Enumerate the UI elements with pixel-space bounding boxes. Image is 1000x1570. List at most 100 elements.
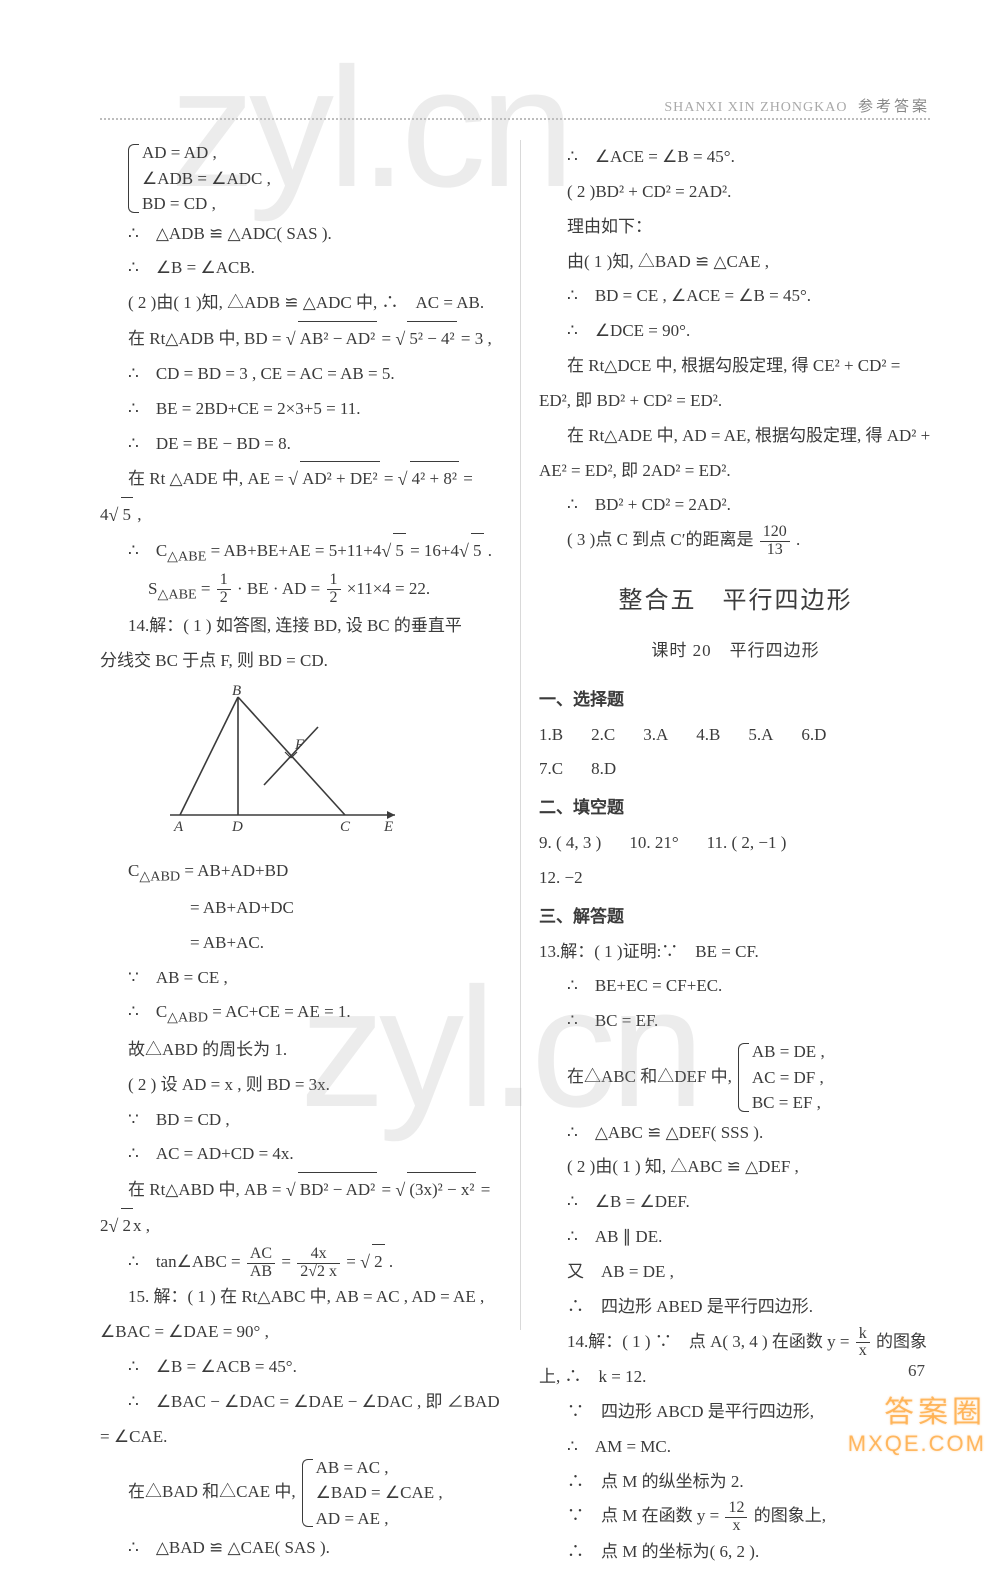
radicand: (3x)² − x² bbox=[407, 1172, 476, 1208]
txt: ( 3 )点 C 到点 C′的距离是 bbox=[567, 530, 753, 549]
txt: ∴ tan∠ABC = bbox=[128, 1252, 245, 1271]
brace-system-2: AB = AC , ∠BAD = ∠CAE , AD = AE , bbox=[302, 1455, 443, 1532]
svg-text:C: C bbox=[340, 819, 351, 835]
line: ∴ tan∠ABC = ACAB = 4x2√2 x = 2 . bbox=[100, 1244, 502, 1280]
fill-answers: 9. ( 4, 3 ) 10. 21° 11. ( 2, −1 ) bbox=[539, 826, 932, 861]
sqrt: 5 bbox=[381, 533, 406, 569]
sub: △ABE bbox=[157, 586, 196, 602]
num: 12 bbox=[725, 1500, 747, 1518]
eq: BD = CD , bbox=[142, 191, 271, 217]
sqrt: (3x)² − x² bbox=[395, 1172, 476, 1208]
txt: x , bbox=[133, 1216, 150, 1235]
radicand: 5² − 4² bbox=[407, 321, 456, 357]
line: 故△ABD 的周长为 1. bbox=[100, 1033, 502, 1068]
heading-choice: 一、选择题 bbox=[539, 683, 932, 718]
line: ∴ 点 M 的纵坐标为 2. bbox=[539, 1465, 932, 1500]
txt: = bbox=[382, 329, 396, 348]
line: ∴ ∠ACE = ∠B = 45°. bbox=[539, 140, 932, 175]
sub: △ABD bbox=[167, 1010, 208, 1026]
mc-item: 5.A bbox=[748, 718, 773, 753]
svg-text:D: D bbox=[231, 819, 243, 835]
txt: 在 Rt △ADE 中, AE = bbox=[128, 469, 288, 488]
sqrt: 4² + 8² bbox=[398, 461, 459, 497]
radicand: AB² − AD² bbox=[298, 321, 378, 357]
radicand: 5 bbox=[471, 533, 484, 569]
txt: ∵ 点 M 在函数 y = bbox=[567, 1506, 723, 1525]
den: 2 bbox=[327, 590, 341, 607]
radicand: 5 bbox=[393, 533, 406, 569]
txt: 14.解：( 1 ) ∵ 点 A( 3, 4 ) 在函数 y = bbox=[567, 1332, 854, 1351]
fill-item: 11. ( 2, −1 ) bbox=[707, 826, 787, 861]
line: 由( 1 )知, △BAD ≌ △CAE , bbox=[539, 245, 932, 280]
radicand: AD² + DE² bbox=[300, 461, 380, 497]
txt: 2 bbox=[100, 1216, 109, 1235]
den: AB bbox=[247, 1264, 275, 1281]
txt: · BE · AD = bbox=[237, 579, 325, 598]
geometry-diagram: A B C D E F bbox=[160, 685, 502, 848]
txt: = bbox=[481, 1180, 491, 1199]
txt: , bbox=[133, 505, 142, 524]
line: ∴ BD = CE , ∠ACE = ∠B = 45°. bbox=[539, 279, 932, 314]
line: 22x , bbox=[100, 1216, 150, 1235]
right-column: ∴ ∠ACE = ∠B = 45°. ( 2 )BD² + CD² = 2AD²… bbox=[520, 140, 940, 1330]
line: ∴ △ABC ≌ △DEF( SSS ). bbox=[539, 1116, 932, 1151]
line: ∴ BD² + CD² = 2AD². bbox=[539, 488, 932, 523]
line: ∵ 四边形 ABCD 是平行四边形, bbox=[539, 1395, 932, 1430]
line: 分线交 BC 于点 F, 则 BD = CD. bbox=[100, 651, 328, 670]
mc-item: 8.D bbox=[591, 752, 616, 787]
txt: ∴ C bbox=[128, 541, 167, 560]
line: ( 2 )BD² + CD² = 2AD². bbox=[539, 175, 932, 210]
mc-item: 4.B bbox=[696, 718, 720, 753]
radicand: 2 bbox=[372, 1244, 385, 1280]
fraction: kx bbox=[856, 1326, 870, 1361]
svg-text:F: F bbox=[294, 737, 305, 753]
line: ∵ AB = CE , bbox=[100, 961, 502, 996]
line: S△ABE = 12 · BE · AD = 12 ×11×4 = 22. bbox=[100, 572, 502, 609]
fraction: 4x2√2 x bbox=[297, 1246, 340, 1281]
line: ∴ AC = AD+CD = 4x. bbox=[100, 1137, 502, 1172]
txt: 的图象上, bbox=[754, 1506, 826, 1525]
line: ( 2 )由( 1 ) 知, △ABC ≌ △DEF , bbox=[539, 1150, 932, 1185]
txt: 在△BAD 和△CAE 中, bbox=[128, 1475, 296, 1510]
mc-item: 1.B bbox=[539, 718, 563, 753]
sqrt: AB² − AD² bbox=[286, 321, 378, 357]
txt: 在△ABC 和△DEF 中, bbox=[567, 1060, 732, 1095]
line: 14.解：( 1 ) 如答图, 连接 BD, 设 BC 的垂直平 bbox=[100, 609, 502, 644]
line: ( 2 ) 设 AD = x , 则 BD = 3x. bbox=[100, 1068, 502, 1103]
columns: AD = AD , ∠ADB = ∠ADC , BD = CD , ∴ △ADB… bbox=[100, 140, 940, 1330]
line: ∴ ∠DCE = 90°. bbox=[539, 314, 932, 349]
eq: AB = AC , bbox=[316, 1455, 443, 1481]
txt: . bbox=[796, 530, 800, 549]
fraction: 12x bbox=[725, 1500, 747, 1535]
sqrt: 5 bbox=[109, 497, 134, 533]
line: ∴ ∠B = ∠DEF. bbox=[539, 1185, 932, 1220]
txt: = bbox=[382, 1180, 396, 1199]
txt: = AC+CE = AE = 1. bbox=[208, 1002, 351, 1021]
num: k bbox=[856, 1326, 870, 1344]
fraction: 12 bbox=[217, 572, 231, 607]
num: 4x bbox=[297, 1246, 340, 1264]
num: AC bbox=[247, 1246, 275, 1264]
txt: = 3 , bbox=[461, 329, 492, 348]
txt: = AB+AD+BD bbox=[180, 861, 288, 880]
txt: = bbox=[384, 469, 398, 488]
fill-item: 9. ( 4, 3 ) bbox=[539, 826, 601, 861]
sub: △ABD bbox=[139, 868, 180, 884]
eq: AB = DE , bbox=[752, 1039, 825, 1065]
line: 在△BAD 和△CAE 中, AB = AC , ∠BAD = ∠CAE , A… bbox=[100, 1455, 502, 1532]
radicand: 4² + 8² bbox=[410, 461, 459, 497]
txt: 在 Rt△ABD 中, AB = bbox=[128, 1180, 286, 1199]
mc-answers: 1.B 2.C 3.A 4.B 5.A 6.D bbox=[539, 718, 932, 753]
txt: = 16+4 bbox=[410, 541, 459, 560]
num: 120 bbox=[760, 524, 790, 542]
eq: AD = AE , bbox=[316, 1506, 443, 1532]
txt: ∴ C bbox=[128, 1002, 167, 1021]
line: ∴ DE = BE − BD = 8. bbox=[100, 427, 502, 462]
line: ∴ BE+EC = CF+EC. bbox=[539, 969, 932, 1004]
sqrt: 2 bbox=[360, 1244, 385, 1280]
section-title: 整合五 平行四边形 bbox=[539, 577, 932, 626]
txt: ×11×4 = 22. bbox=[347, 579, 430, 598]
line: ∴ BC = EF. bbox=[539, 1004, 932, 1039]
radicand: BD² − AD² bbox=[298, 1172, 378, 1208]
line: 13.解：( 1 )证明:∵ BE = CF. bbox=[539, 942, 759, 961]
